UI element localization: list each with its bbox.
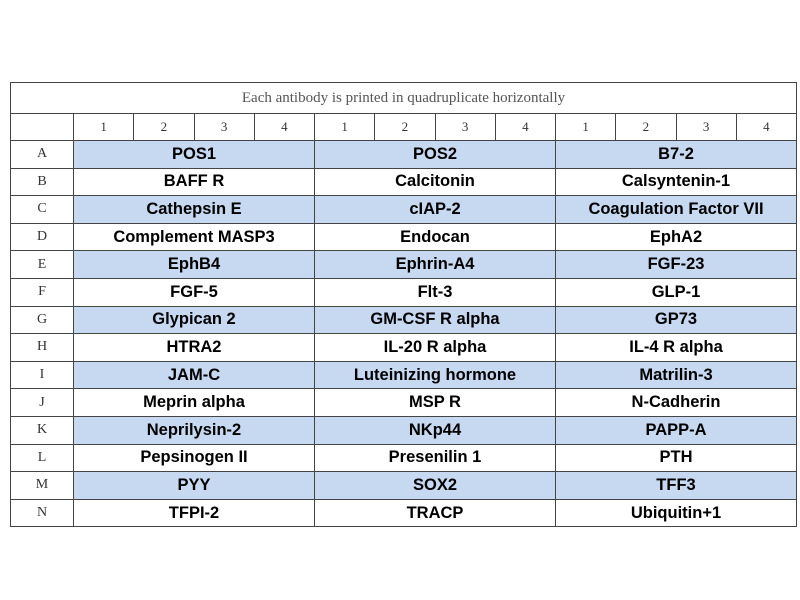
- row-label: I: [10, 360, 74, 390]
- antibody-cell: Neprilysin-2: [73, 415, 315, 445]
- column-number: 1: [313, 113, 376, 141]
- table-title: Each antibody is printed in quadruplicat…: [10, 82, 797, 114]
- antibody-cell: FGF-23: [555, 250, 797, 279]
- row-label: H: [10, 333, 74, 362]
- antibody-cell: BAFF R: [73, 167, 315, 197]
- antibody-cell: EphB4: [73, 250, 315, 279]
- antibody-cell: IL-4 R alpha: [555, 333, 797, 362]
- antibody-cell: Glypican 2: [73, 305, 315, 335]
- antibody-cell: JAM-C: [73, 360, 315, 390]
- table-row: L Pepsinogen II Presenilin 1 PTH: [10, 443, 797, 473]
- antibody-cell: Pepsinogen II: [73, 443, 315, 473]
- row-label: C: [10, 195, 74, 224]
- antibody-cell: cIAP-2: [314, 195, 556, 224]
- table-row: F FGF-5 Flt-3 GLP-1: [10, 277, 797, 307]
- table-row: G Glypican 2 GM-CSF R alpha GP73: [10, 305, 797, 335]
- table-row: E EphB4 Ephrin-A4 FGF-23: [10, 250, 797, 279]
- antibody-cell: FGF-5: [73, 277, 315, 307]
- antibody-cell: NKp44: [314, 415, 556, 445]
- table-row: I JAM-C Luteinizing hormone Matrilin-3: [10, 360, 797, 390]
- column-number: 4: [494, 113, 557, 141]
- antibody-cell: Endocan: [314, 222, 556, 252]
- row-label: M: [10, 471, 74, 500]
- row-label: N: [10, 498, 74, 528]
- antibody-cell: GP73: [555, 305, 797, 335]
- antibody-cell: B7-2: [555, 140, 797, 169]
- antibody-cell: POS2: [314, 140, 556, 169]
- column-number: 2: [133, 113, 195, 141]
- antibody-cell: Ubiquitin+1: [555, 498, 797, 528]
- column-number: 3: [434, 113, 496, 141]
- row-label: G: [10, 305, 74, 335]
- table-row: D Complement MASP3 Endocan EphA2: [10, 222, 797, 252]
- table-row: H HTRA2 IL-20 R alpha IL-4 R alpha: [10, 333, 797, 362]
- column-number: 1: [554, 113, 617, 141]
- antibody-cell: Presenilin 1: [314, 443, 556, 473]
- table-row: N TFPI-2 TRACP Ubiquitin+1: [10, 498, 797, 528]
- row-label: K: [10, 415, 74, 445]
- row-label: A: [10, 140, 74, 169]
- antibody-cell: HTRA2: [73, 333, 315, 362]
- antibody-cell: Matrilin-3: [555, 360, 797, 390]
- title-row: Each antibody is printed in quadruplicat…: [10, 82, 797, 114]
- antibody-cell: TRACP: [314, 498, 556, 528]
- antibody-cell: Coagulation Factor VII: [555, 195, 797, 224]
- antibody-cell: Luteinizing hormone: [314, 360, 556, 390]
- table-row: B BAFF R Calcitonin Calsyntenin-1: [10, 167, 797, 197]
- table-body: Each antibody is printed in quadruplicat…: [10, 82, 798, 528]
- antibody-cell: GLP-1: [555, 277, 797, 307]
- antibody-cell: Calsyntenin-1: [555, 167, 797, 197]
- antibody-cell: Meprin alpha: [73, 388, 315, 417]
- antibody-cell: PYY: [73, 471, 315, 500]
- antibody-cell: POS1: [73, 140, 315, 169]
- column-number: 3: [193, 113, 255, 141]
- table-row: A POS1 POS2 B7-2: [10, 140, 797, 169]
- row-label: J: [10, 388, 74, 417]
- column-number: 1: [72, 113, 135, 141]
- table-row: M PYY SOX2 TFF3: [10, 471, 797, 500]
- row-label: B: [10, 167, 74, 197]
- antibody-cell: SOX2: [314, 471, 556, 500]
- antibody-cell: Calcitonin: [314, 167, 556, 197]
- antibody-cell: TFPI-2: [73, 498, 315, 528]
- column-number: 4: [735, 113, 798, 141]
- antibody-cell: PAPP-A: [555, 415, 797, 445]
- antibody-cell: IL-20 R alpha: [314, 333, 556, 362]
- antibody-cell: EphA2: [555, 222, 797, 252]
- antibody-cell: PTH: [555, 443, 797, 473]
- column-number: 4: [253, 113, 316, 141]
- column-number: 2: [374, 113, 436, 141]
- column-number: 2: [615, 113, 677, 141]
- table-row: J Meprin alpha MSP R N-Cadherin: [10, 388, 797, 417]
- antibody-cell: GM-CSF R alpha: [314, 305, 556, 335]
- antibody-cell: N-Cadherin: [555, 388, 797, 417]
- row-label: D: [10, 222, 74, 252]
- corner-cell: [10, 113, 74, 141]
- column-number: 3: [675, 113, 737, 141]
- antibody-table: Each antibody is printed in quadruplicat…: [10, 82, 798, 528]
- antibody-cell: Flt-3: [314, 277, 556, 307]
- row-label: L: [10, 443, 74, 473]
- antibody-cell: Complement MASP3: [73, 222, 315, 252]
- antibody-cell: Cathepsin E: [73, 195, 315, 224]
- row-label: F: [10, 277, 74, 307]
- antibody-cell: TFF3: [555, 471, 797, 500]
- antibody-cell: MSP R: [314, 388, 556, 417]
- row-label: E: [10, 250, 74, 279]
- table-row: K Neprilysin-2 NKp44 PAPP-A: [10, 415, 797, 445]
- antibody-cell: Ephrin-A4: [314, 250, 556, 279]
